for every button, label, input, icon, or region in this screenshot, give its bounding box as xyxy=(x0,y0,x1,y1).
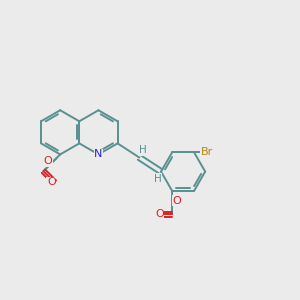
Text: H: H xyxy=(154,174,161,184)
Text: O: O xyxy=(47,177,56,187)
Text: N: N xyxy=(94,149,103,159)
Text: O: O xyxy=(172,196,181,206)
Text: Br: Br xyxy=(200,148,213,158)
Text: O: O xyxy=(44,156,52,166)
Text: O: O xyxy=(155,209,164,219)
Text: H: H xyxy=(139,145,147,155)
